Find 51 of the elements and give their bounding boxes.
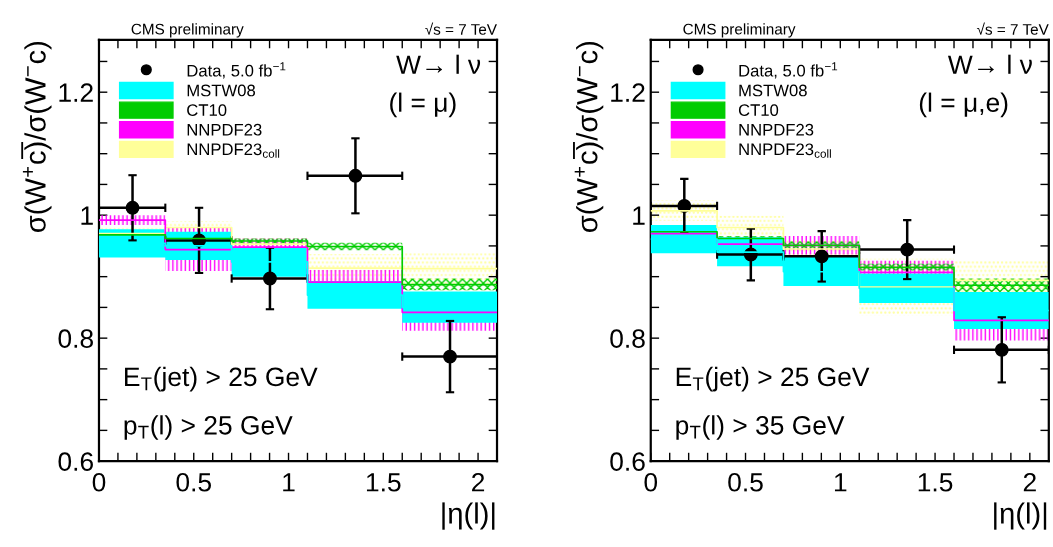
x-tick-label: 1.5: [366, 473, 401, 492]
y-tick-label: 0.6: [58, 452, 93, 471]
legend-label: CT10: [187, 104, 227, 116]
x-tick-label: 1: [834, 473, 847, 492]
legend-label: NNPDF23: [187, 123, 262, 136]
y-tick-label: 0.6: [610, 452, 645, 471]
x-axis-title: |η(l)|: [442, 502, 495, 530]
x-tick-label: 0: [644, 472, 658, 492]
x-tick-label: 0: [92, 472, 106, 492]
y-tick-label: 1.2: [59, 83, 93, 102]
y-tick-label: 1: [633, 206, 645, 225]
y-axis-title: σ(W$^{+}$c̅)/σ(W$^{−}$c): [21, 42, 52, 233]
text: √s = 7 TeV: [976, 22, 1049, 35]
legend-label: NNPDF23$_{coll}$: [739, 143, 831, 158]
annotation: E$_{T}$(jet) > 25 GeV: [676, 366, 870, 392]
legend-label: Data, 5.0 fb$^{−1}$: [739, 62, 838, 79]
point: [125, 200, 140, 215]
y-tick-label: 0.8: [610, 329, 645, 348]
annotation: (l = μ): [390, 92, 456, 118]
x-tick-label: 0.5: [728, 472, 763, 492]
point: [443, 349, 457, 364]
x-axis-title: |η(l)|: [994, 502, 1047, 530]
point: [263, 271, 277, 286]
y-tick-label: 1: [81, 206, 93, 225]
x-tick-label: 0.5: [176, 472, 211, 492]
legend-label: MSTW08: [187, 84, 256, 97]
annotation: (l = μ,e): [919, 92, 1008, 118]
legend-label: Data, 5.0 fb$^{−1}$: [187, 62, 286, 79]
y-tick-label: 1.2: [611, 83, 645, 102]
legend-label: NNPDF23: [739, 123, 814, 136]
annotation: E$_{T}$(jet) > 25 GeV: [125, 366, 318, 392]
point: [814, 249, 829, 264]
annotation: p$_{T}$(l) > 35 GeV: [676, 415, 845, 440]
text: √s = 7 TeV: [425, 22, 497, 35]
x-tick-label: 2: [472, 472, 485, 492]
y-tick-label: 0.8: [58, 329, 93, 348]
x-tick-label: 1: [283, 473, 295, 492]
legend-label: NNPDF23$_{coll}$: [187, 143, 280, 158]
annotation: p$_{T}$(l) > 25 GeV: [124, 415, 293, 440]
annotation: W→ l ν: [947, 54, 1032, 74]
point: [994, 342, 1009, 357]
point: [348, 168, 363, 183]
x-tick-label: 1.5: [918, 473, 953, 492]
legend-label: MSTW08: [739, 84, 807, 97]
chart-title: CMS preliminary: [131, 23, 244, 38]
legend-label: CT10: [738, 104, 779, 116]
x-tick-label: 2: [1023, 472, 1036, 492]
point: [900, 242, 915, 257]
annotation: W→ l ν: [396, 54, 481, 74]
y-axis-title: σ(W$^{+}$c̅)/σ(W$^{−}$c): [573, 42, 604, 233]
chart-title: CMS preliminary: [683, 23, 796, 38]
